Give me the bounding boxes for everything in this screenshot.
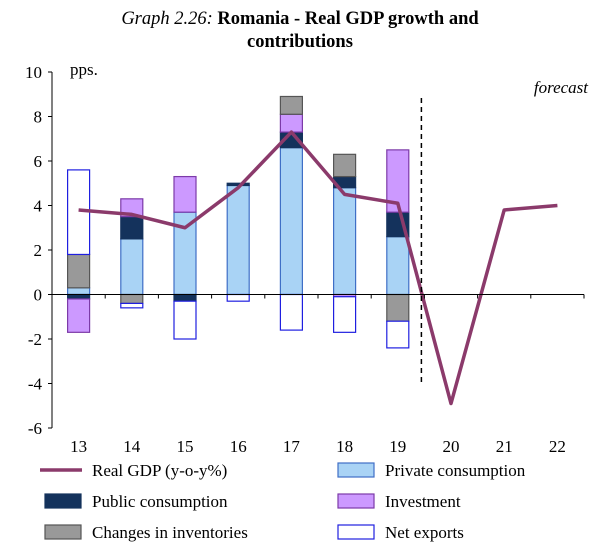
y-tick-label: -6: [28, 419, 42, 438]
y-tick-label: 10: [25, 63, 42, 82]
legend-label: Private consumption: [385, 461, 526, 480]
legend-label: Changes in inventories: [92, 523, 248, 542]
y-tick-label: 0: [34, 286, 43, 305]
legend-label: Net exports: [385, 523, 464, 542]
legend-item-investment: Investment: [337, 492, 461, 511]
bar-private-consumption-14: [120, 238, 144, 296]
bar-private-consumption-13: [66, 287, 91, 296]
axes: -6 -4 -2 0 2 4 6 8 10 13 14 15 16 17 18 19 20 21 22: [25, 63, 585, 456]
legend-swatch: [337, 462, 375, 478]
y-tick-label: 2: [34, 241, 43, 260]
bar-investment-17: [279, 113, 303, 133]
x-tick-label: 20: [443, 437, 460, 456]
legend-swatch: [44, 493, 82, 509]
bar-net-exports-16: [226, 293, 250, 302]
bar-net-exports-19: [386, 320, 410, 349]
bars-layer: [66, 95, 410, 349]
legend: Real GDP (y-o-y%) Private consumption Publ…: [40, 461, 526, 542]
bar-public-consumption-16: [226, 182, 250, 187]
bar-changes-in-inventories-13: [66, 253, 91, 289]
bar-net-exports-15: [173, 300, 197, 340]
bar-private-consumption-17: [279, 147, 303, 296]
legend-item-real-gdp-y-o-y-: Real GDP (y-o-y%): [40, 461, 227, 480]
legend-item-public-consumption: Public consumption: [44, 492, 228, 511]
bar-net-exports-18: [333, 296, 357, 333]
y-tick-label: -2: [28, 330, 42, 349]
x-tick-label: 16: [230, 437, 247, 456]
chart-title: Graph 2.26: Romania - Real GDP growth an…: [0, 8, 600, 54]
bar-private-consumption-19: [386, 236, 410, 296]
bar-private-consumption-18: [333, 187, 357, 296]
bar-changes-in-inventories-19: [386, 293, 410, 322]
title-prefix: Graph 2.26:: [121, 9, 213, 29]
x-tick-label: 18: [336, 437, 353, 456]
x-tick-label: 14: [123, 437, 141, 456]
legend-swatch: [337, 524, 375, 540]
bar-private-consumption-16: [226, 184, 250, 296]
bar-public-consumption-13: [66, 293, 91, 300]
legend-label: Investment: [385, 492, 461, 511]
y-tick-label: 4: [34, 197, 43, 216]
bar-changes-in-inventories-14: [120, 293, 144, 304]
x-tick-label: 17: [283, 437, 301, 456]
legend-swatch: [337, 493, 375, 509]
legend-item-changes-in-inventories: Changes in inventories: [44, 523, 248, 542]
bar-investment-15: [173, 175, 197, 213]
bar-net-exports-14: [120, 302, 144, 309]
legend-item-net-exports: Net exports: [337, 523, 464, 542]
legend-label: Real GDP (y-o-y%): [92, 461, 227, 480]
bar-investment-14: [120, 198, 144, 218]
legend-swatch: [44, 524, 82, 540]
bar-investment-13: [66, 298, 91, 333]
y-axis-unit-label: pps.: [70, 60, 98, 79]
title-line-1: Romania - Real GDP growth and: [217, 9, 479, 29]
gdp-line-layer: [78, 130, 558, 406]
x-tick-label: 22: [549, 437, 566, 456]
y-tick-label: 6: [34, 152, 43, 171]
x-tick-label: 21: [496, 437, 513, 456]
bar-net-exports-17: [279, 293, 303, 331]
gdp-line: [78, 130, 558, 406]
bar-public-consumption-15: [173, 293, 197, 302]
forecast-annotation: forecast: [534, 78, 589, 97]
title-line-2: contributions: [247, 32, 353, 52]
y-tick-label: -4: [28, 375, 43, 394]
bar-investment-19: [386, 149, 410, 213]
bar-public-consumption-14: [120, 216, 144, 240]
bar-changes-in-inventories-17: [279, 95, 303, 115]
y-tick-label: 8: [34, 108, 43, 127]
x-tick-label: 19: [389, 437, 406, 456]
x-tick-label: 13: [70, 437, 87, 456]
legend-label: Public consumption: [92, 492, 228, 511]
x-tick-label: 15: [177, 437, 194, 456]
bar-changes-in-inventories-18: [333, 153, 357, 178]
legend-item-private-consumption: Private consumption: [337, 461, 526, 480]
